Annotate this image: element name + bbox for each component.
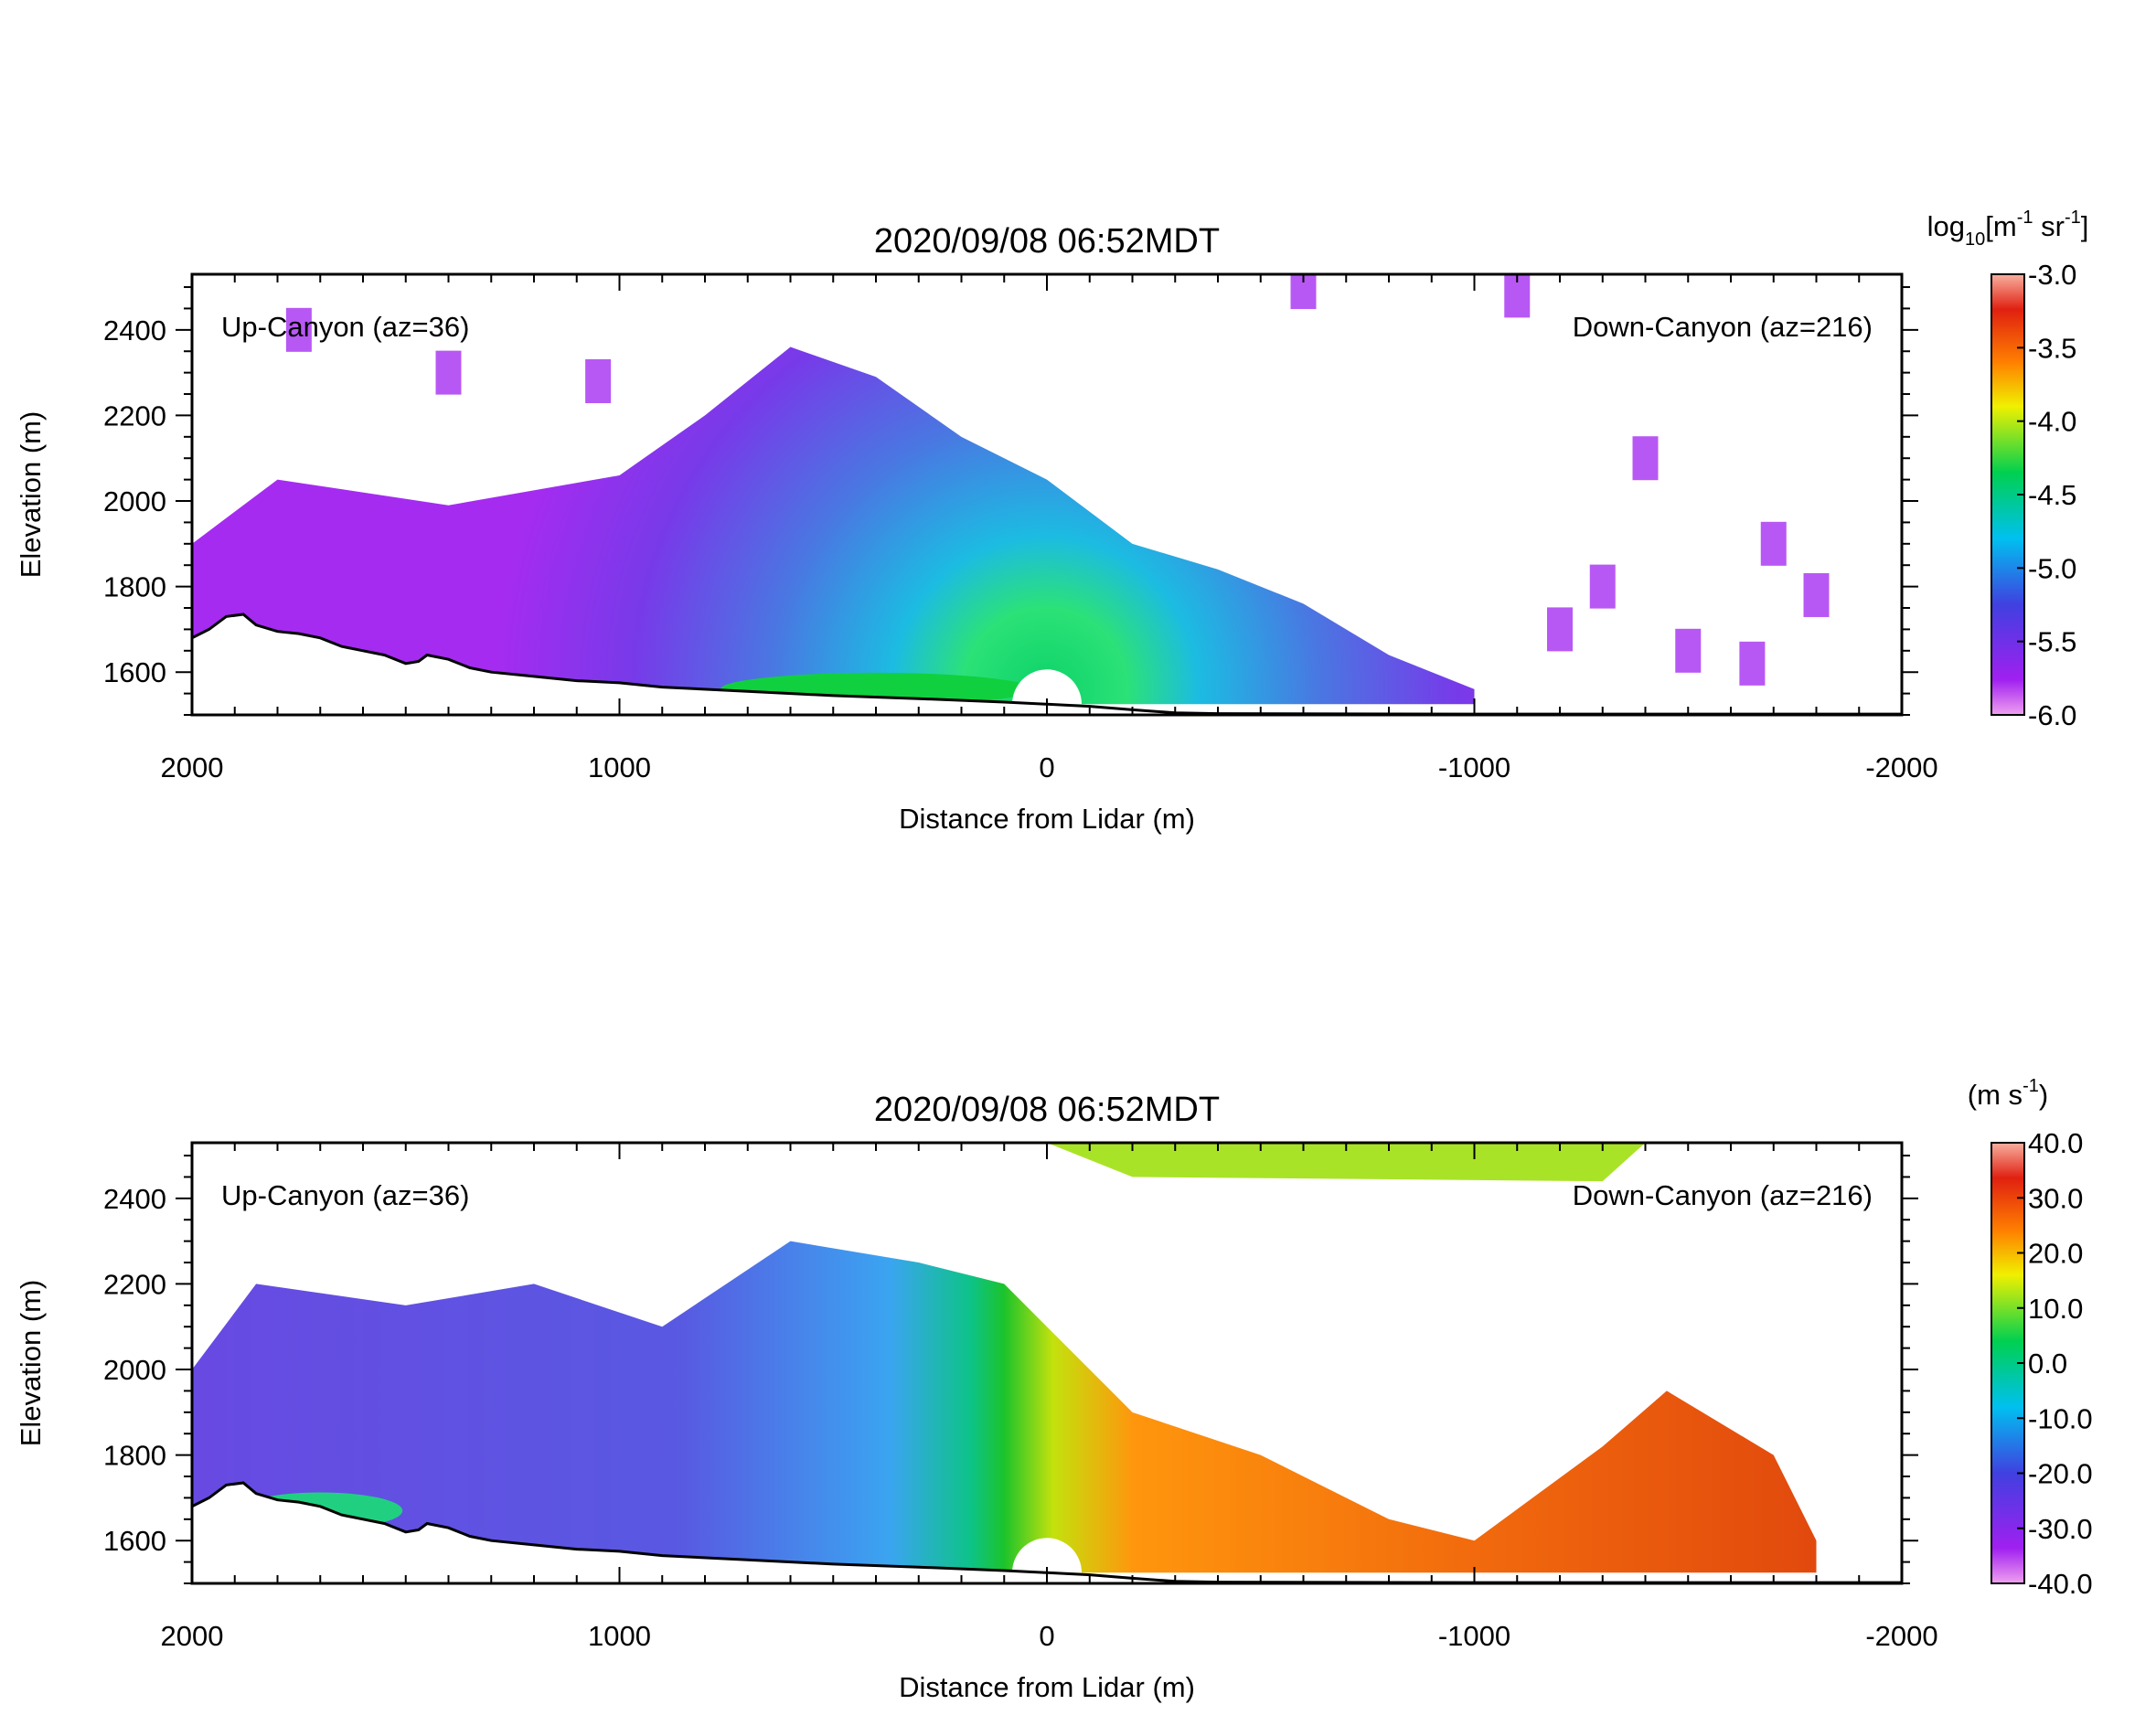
x-axis-label: Distance from Lidar (m)	[899, 1671, 1195, 1703]
backscatter-patch	[435, 350, 462, 395]
chart-panel-1: 2000 1000 0 -1000 -2000 1600 1800 2000 2200 2400 2…	[15, 208, 2088, 835]
colorbar-label: (m s-1)	[1968, 1076, 2048, 1111]
terrain-line	[192, 1481, 1902, 1583]
y-tick-label: 1600	[103, 1525, 166, 1557]
x-tick-label: 0	[1039, 751, 1054, 783]
chart-panel-2: 2000 1000 0 -1000 -2000 1600 1800 2000 2200 2400 2…	[15, 1076, 2093, 1703]
colorbar: 40.0 30.0 20.0 10.0 0.0 -10.0 -20.0 -30.0 -40.0 (…	[1968, 1076, 2093, 1600]
y-tick-label: 2400	[103, 1183, 166, 1215]
x-tick-label: -2000	[1865, 1620, 1937, 1652]
x-tick-label: -1000	[1438, 1620, 1510, 1652]
backscatter-patch	[1290, 274, 1317, 310]
x-tick-label: -1000	[1438, 751, 1510, 783]
y-tick-label: 2200	[103, 1268, 166, 1300]
colorbar-tick-label: -4.0	[2028, 406, 2076, 438]
terrain-mask	[192, 1483, 1902, 1583]
backscatter-patch	[1760, 521, 1787, 566]
colorbar-tick-label: -10.0	[2028, 1402, 2093, 1434]
y-tick-label: 2000	[103, 485, 166, 517]
data-field	[192, 274, 1902, 715]
colorbar-tick-label: -20.0	[2028, 1458, 2093, 1490]
backscatter-patch	[285, 307, 312, 352]
velocity-field	[192, 1241, 1817, 1573]
colorbar-tick-label: -40.0	[2028, 1568, 2093, 1600]
annotation-up-canyon: Up-Canyon (az=36)	[221, 311, 469, 343]
colorbar-tick-label: -3.5	[2028, 332, 2076, 364]
data-field	[192, 1143, 1902, 1583]
backscatter-patch	[1675, 628, 1702, 673]
colorbar: -3.0 -3.5 -4.0 -4.5 -5.0 -5.5 -6.0 log10[m-1 sr…	[1927, 208, 2089, 731]
x-tick-label: 2000	[161, 1620, 224, 1652]
chart-title: 2020/09/08 06:52MDT	[874, 222, 1220, 261]
y-axis-label: Elevation (m)	[15, 411, 47, 579]
backscatter-patch	[1739, 641, 1766, 686]
x-tick-label: 1000	[588, 751, 651, 783]
velocity-upper-band	[1047, 1143, 1646, 1182]
colorbar-tick-label: 40.0	[2028, 1127, 2083, 1159]
terrain-mask	[192, 614, 1902, 715]
terrain-line	[192, 613, 1902, 715]
lidar-blind-zone	[1012, 1538, 1082, 1573]
y-tick-label: 1800	[103, 1440, 166, 1472]
backscatter-patch	[1547, 607, 1573, 652]
annotation-down-canyon: Down-Canyon (az=216)	[1573, 1179, 1873, 1211]
colorbar-label: log10[m-1 sr-1]	[1927, 208, 2089, 250]
colorbar-tick-label: -3.0	[2028, 259, 2076, 291]
backscatter-patch	[1589, 564, 1616, 609]
colorbar-tick-label: 20.0	[2028, 1238, 2083, 1270]
backscatter-patch	[1803, 572, 1830, 617]
y-tick-label: 1600	[103, 656, 166, 688]
y-tick-label: 2200	[103, 400, 166, 432]
y-axis-label: Elevation (m)	[15, 1280, 47, 1447]
backscatter-field	[192, 346, 1475, 705]
x-tick-label: 0	[1039, 1620, 1054, 1652]
backscatter-patch	[1632, 436, 1659, 481]
x-tick-label: 2000	[161, 751, 224, 783]
x-tick-label: 1000	[588, 1620, 651, 1652]
x-tick-label: -2000	[1865, 751, 1937, 783]
colorbar-tick-label: 30.0	[2028, 1182, 2083, 1214]
y-tick-label: 2400	[103, 314, 166, 346]
colorbar-tick-label: 10.0	[2028, 1293, 2083, 1325]
backscatter-patch	[585, 358, 612, 403]
x-axis-label: Distance from Lidar (m)	[899, 803, 1195, 835]
colorbar-tick-label: -30.0	[2028, 1513, 2093, 1545]
y-tick-label: 2000	[103, 1354, 166, 1386]
annotation-up-canyon: Up-Canyon (az=36)	[221, 1179, 469, 1211]
colorbar-tick-label: -5.0	[2028, 552, 2076, 584]
colorbar-tick-label: -6.0	[2028, 699, 2076, 731]
y-tick-label: 1800	[103, 571, 166, 603]
colorbar-tick-label: -5.5	[2028, 626, 2076, 658]
colorbar-tick-label: -4.5	[2028, 479, 2076, 511]
colorbar-tick-label: 0.0	[2028, 1348, 2067, 1380]
annotation-down-canyon: Down-Canyon (az=216)	[1573, 311, 1873, 343]
lidar-blind-zone	[1012, 669, 1082, 705]
chart-title: 2020/09/08 06:52MDT	[874, 1091, 1220, 1129]
